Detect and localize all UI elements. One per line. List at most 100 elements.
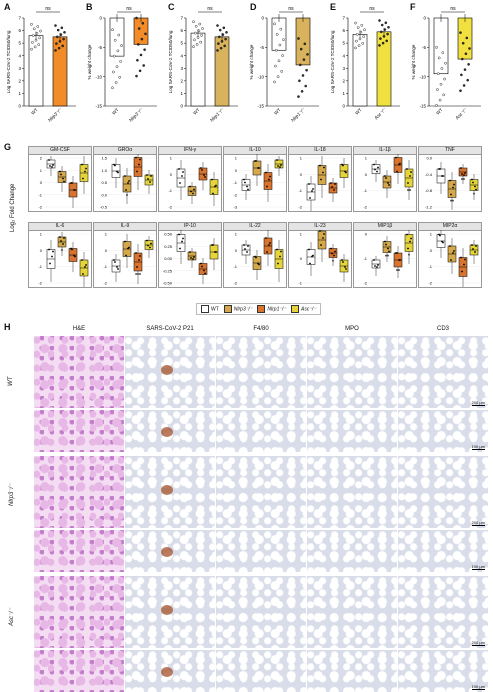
cytokine-plot: 1.5 1.0 0.5 0.0 -0.5 *: [100, 154, 156, 210]
data-point: [116, 49, 120, 53]
y-tick-label: 1: [300, 156, 303, 161]
data-point: [149, 181, 151, 183]
cytokine-plot: 1 0 -1 -2 ***: [103, 232, 156, 286]
histology-inset: [216, 530, 306, 572]
data-point: [303, 42, 307, 46]
data-point: [278, 43, 282, 47]
data-point: [135, 74, 138, 78]
histology-row-label: Nlrp3⁻/⁻: [9, 483, 15, 506]
scale-bar-label: 200 μm: [471, 520, 485, 526]
data-point: [356, 26, 360, 29]
data-point: [114, 81, 118, 84]
cytokine-panel: MIP2α 1 0 -1 -2: [418, 222, 482, 288]
data-point: [192, 192, 194, 195]
data-point: [198, 22, 202, 26]
significance-star: *: [332, 260, 334, 266]
data-point: [265, 237, 267, 239]
data-point: [62, 243, 64, 245]
histology-image: [34, 456, 124, 528]
data-point: [333, 254, 335, 257]
data-point: [135, 16, 138, 20]
data-point: [309, 262, 311, 265]
data-point: [323, 233, 325, 235]
data-point: [193, 188, 195, 191]
data-point: [37, 43, 41, 46]
data-point: [380, 23, 384, 27]
panel-letter-b: B: [86, 2, 93, 12]
data-point: [437, 56, 441, 60]
legend-label: Nlrp1⁻/⁻: [267, 306, 287, 313]
data-point: [276, 159, 278, 161]
panel-e: Log SARS-CoV-2 TCID50/lung 0 1 2 3 4 5 6 7 WT Asc⁻…: [330, 6, 400, 121]
cytokine-name: IL-22: [224, 223, 286, 231]
scale-bar-label: 100 μm: [471, 564, 485, 570]
data-point: [139, 53, 143, 57]
data-point: [63, 31, 66, 34]
data-point: [222, 26, 226, 30]
scale-bar-label: 200 μm: [471, 400, 485, 406]
x-tick-label: Nlrp3⁻/⁻: [47, 107, 63, 123]
y-tick-label: 1: [105, 232, 108, 237]
data-point: [81, 259, 83, 261]
data-point: [464, 52, 468, 56]
histology-image: 200 μm: [398, 456, 488, 528]
data-point: [443, 77, 446, 81]
data-point: [139, 158, 141, 161]
y-tick-label: 0: [300, 256, 303, 261]
data-point: [460, 73, 463, 77]
data-point: [244, 181, 246, 184]
histology-inset: [125, 650, 215, 692]
y-tick-label: -2: [428, 281, 432, 286]
stain-spot: [161, 546, 173, 557]
data-point: [258, 167, 260, 169]
data-point: [395, 156, 397, 159]
data-point: [39, 29, 42, 33]
data-point: [297, 37, 300, 40]
data-point: [438, 98, 442, 102]
data-point: [203, 174, 205, 176]
data-point: [308, 183, 310, 185]
significance-star: *: [408, 254, 410, 260]
data-point: [149, 246, 151, 249]
data-point: [178, 168, 180, 170]
data-point: [190, 257, 192, 259]
data-point: [74, 189, 76, 191]
x-tick-label: WT: [354, 107, 363, 116]
y-tick-label: -10: [257, 74, 264, 79]
y-tick-label: -2: [38, 281, 42, 286]
y-tick-label: 0: [365, 232, 368, 237]
data-point: [330, 247, 332, 250]
data-point: [60, 26, 64, 30]
data-point: [243, 244, 245, 246]
data-point: [192, 20, 195, 24]
data-point: [304, 84, 308, 88]
y-axis-label: % weight change: [411, 44, 416, 79]
data-point: [194, 24, 198, 28]
data-point: [54, 24, 57, 27]
data-point: [440, 67, 444, 70]
data-point: [146, 174, 148, 176]
y-tick-label: 0: [365, 172, 368, 177]
y-tick-label: -5: [260, 45, 264, 50]
histology-inset: 100 μm: [398, 410, 488, 452]
data-point: [280, 70, 284, 73]
data-point: [298, 79, 301, 83]
y-tick-label: -1: [233, 180, 237, 185]
data-point: [306, 53, 309, 56]
y-tick-label: 0.0: [426, 156, 432, 161]
significance-label: ns: [207, 6, 213, 12]
y-tick-label: -5: [422, 45, 426, 50]
cytokine-name: IL-9: [94, 223, 156, 231]
data-point: [128, 246, 130, 249]
data-point: [224, 37, 227, 41]
panel-letter-d: D: [250, 2, 257, 12]
data-point: [136, 58, 139, 62]
cytokine-name: TNF: [419, 147, 481, 155]
data-point: [474, 251, 476, 253]
data-point: [266, 251, 268, 253]
y-tick-label: -1: [428, 264, 432, 269]
cytokine-name: IL-1β: [354, 147, 416, 155]
data-point: [52, 164, 54, 166]
legend-label: Nlrp3⁻/⁻: [233, 306, 253, 313]
data-point: [305, 68, 308, 72]
